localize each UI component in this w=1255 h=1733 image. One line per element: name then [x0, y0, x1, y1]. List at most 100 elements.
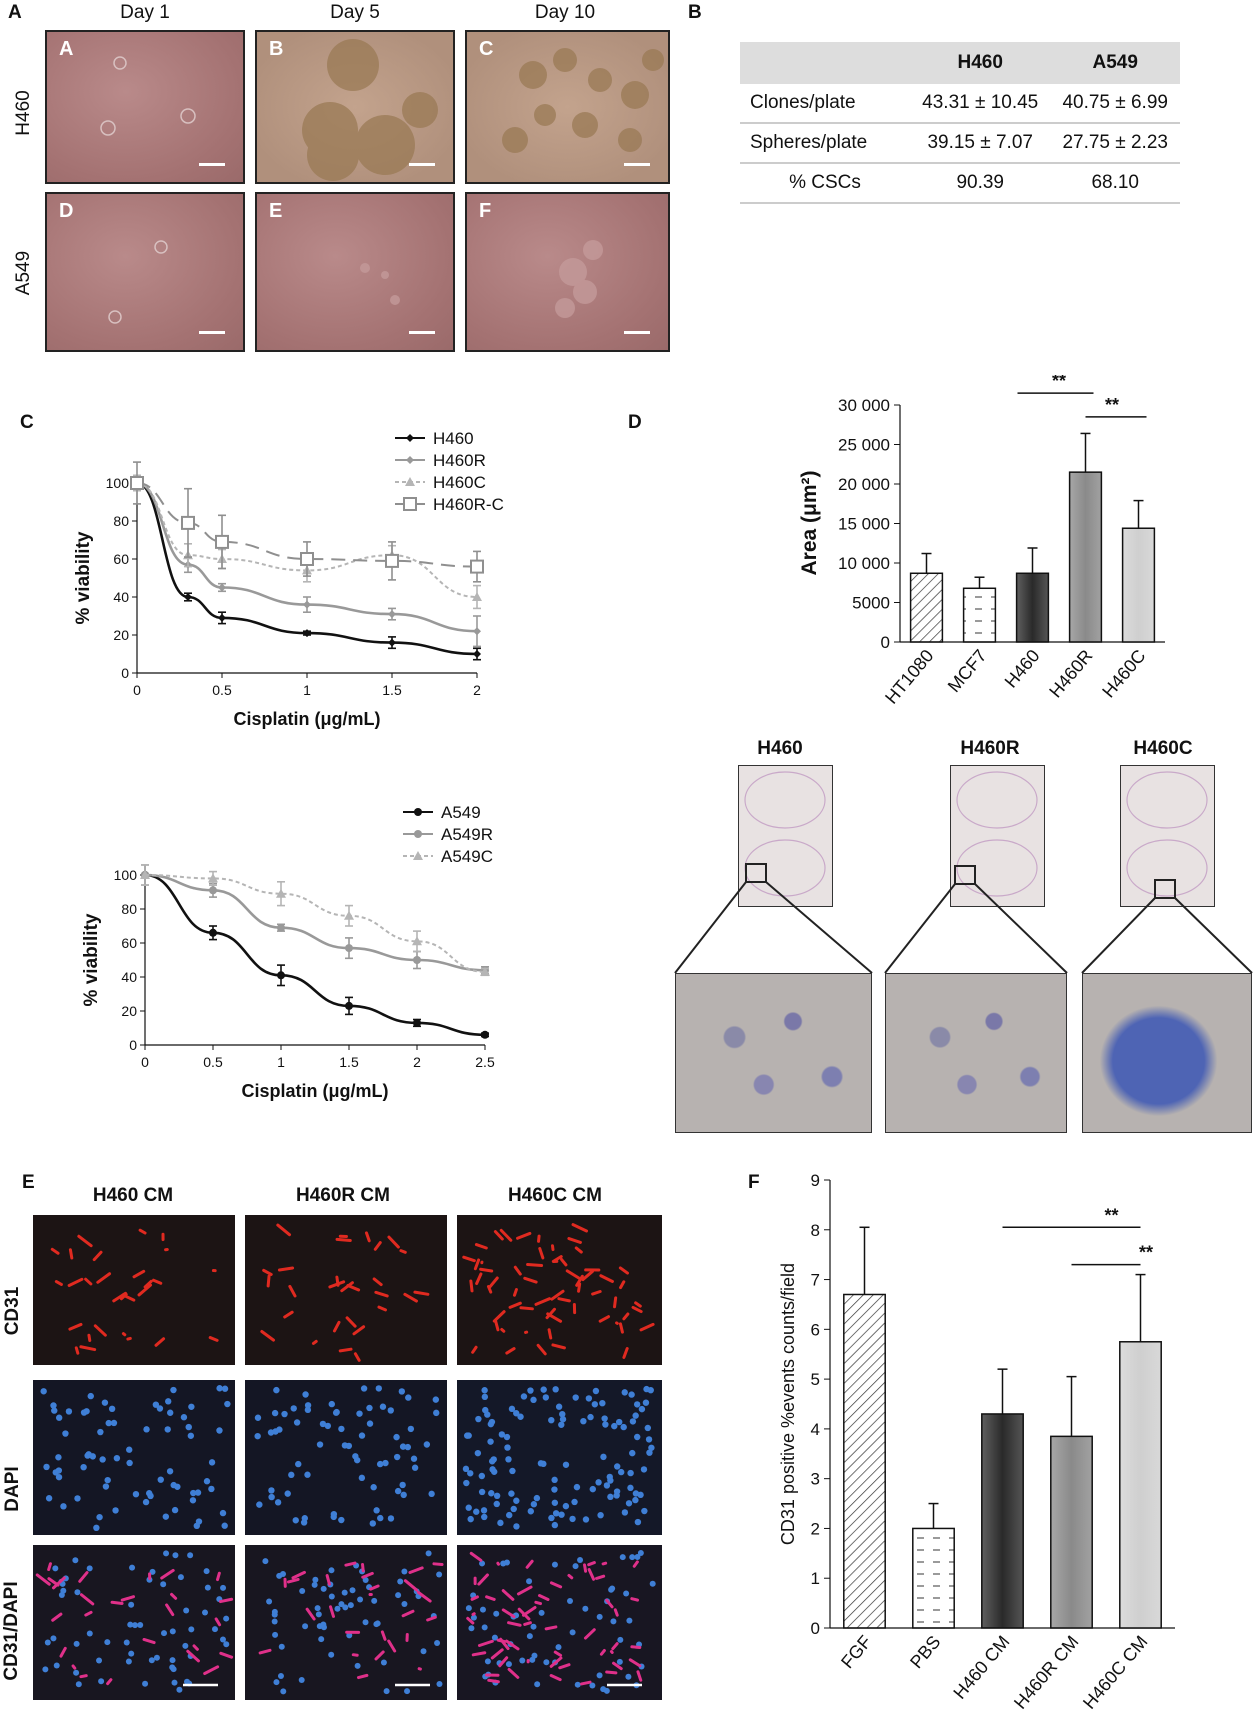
dapi-nucleus [405, 1394, 412, 1401]
cd31-vessel [374, 1290, 389, 1298]
cd31-vessel [550, 1289, 565, 1301]
dapi-nucleus [537, 1460, 545, 1467]
micro-e: E [255, 192, 455, 352]
cd31-vessel [547, 1328, 553, 1340]
dapi-nucleus [505, 1456, 512, 1463]
cd31-vessel [54, 1280, 63, 1286]
dapi-nucleus [142, 1498, 150, 1506]
cd31-vessel [373, 1241, 382, 1251]
panel-label-e: E [22, 1172, 35, 1193]
dapi-nucleus [274, 1499, 282, 1506]
dapi-nucleus [45, 1495, 53, 1502]
dapi-nucleus [633, 1401, 641, 1408]
dapi-nucleus [338, 1425, 345, 1433]
merge-vessel [587, 1568, 596, 1581]
dapi-nucleus [481, 1387, 488, 1394]
merge-vessel [498, 1656, 509, 1668]
y-axis-label: % viability [81, 913, 102, 1006]
data-point-a549r [209, 886, 217, 895]
series-line-h460c [136, 482, 478, 598]
merge-nucleus [338, 1601, 345, 1608]
dapi-nucleus [510, 1505, 517, 1513]
merge-vessel [142, 1637, 156, 1645]
dapi-nucleus [208, 1459, 216, 1466]
table-cell-label: % CSCs [789, 172, 861, 193]
dapi-nucleus [632, 1412, 639, 1419]
dapi-nucleus [493, 1500, 500, 1508]
merge-nucleus [468, 1625, 475, 1632]
data-point-h460r-c [300, 552, 314, 566]
dapi-nucleus [607, 1493, 614, 1501]
merge-nucleus [169, 1664, 176, 1671]
dapi-nucleus [292, 1517, 299, 1524]
dapi-nucleus [195, 1518, 203, 1525]
y-axis-label: CD31 positive %events counts/field [778, 1263, 798, 1545]
micro-tag: D [59, 200, 74, 222]
merge-nucleus [169, 1657, 176, 1664]
dapi-nucleus [527, 1508, 535, 1515]
dapi-nucleus [503, 1433, 511, 1441]
dapi-nucleus [358, 1432, 366, 1439]
dapi-nucleus [165, 1398, 172, 1405]
merge-vessel [611, 1642, 619, 1651]
dapi-nucleus [219, 1509, 227, 1517]
dapi-nucleus [400, 1491, 407, 1499]
merge-nucleus [625, 1673, 632, 1680]
merge-nucleus [425, 1550, 432, 1557]
table-cell-label: Clones/plate [750, 92, 856, 113]
merge-nucleus [149, 1568, 156, 1575]
dapi-nucleus [99, 1456, 106, 1463]
dapi-nucleus [555, 1403, 563, 1410]
merge-vessel [587, 1561, 596, 1567]
merge-nucleus [161, 1630, 168, 1637]
merge-vessel [584, 1628, 596, 1640]
d-title-h460r: H460R [960, 738, 1020, 759]
merge-nucleus [465, 1605, 472, 1612]
dapi-nucleus [487, 1438, 494, 1445]
data-point-a549r [345, 944, 353, 953]
merge-nucleus [86, 1565, 93, 1572]
cd31-vessel [277, 1266, 295, 1272]
cd31-vessel [208, 1336, 219, 1342]
dapi-nucleus [221, 1522, 228, 1529]
merge-nucleus [280, 1688, 287, 1695]
dapi-nucleus [571, 1498, 578, 1506]
merge-nucleus [187, 1552, 194, 1559]
merge-nucleus [637, 1550, 644, 1557]
dapi-nucleus [102, 1483, 110, 1490]
merge-nucleus [128, 1601, 135, 1608]
dapi-nucleus [411, 1464, 419, 1471]
dapi-nucleus [373, 1507, 380, 1514]
cd31-vessel [260, 1330, 276, 1342]
merge-nucleus [616, 1658, 623, 1665]
cd31-vessel [591, 1290, 602, 1296]
merge-nucleus [481, 1624, 488, 1631]
cd31-vessel [493, 1318, 500, 1332]
merge-nucleus [183, 1607, 190, 1614]
cd31-vessel [545, 1307, 556, 1320]
merge-nucleus [127, 1621, 134, 1628]
dapi-nucleus [300, 1519, 308, 1526]
dapi-nucleus [488, 1418, 496, 1426]
data-point-a549c [140, 870, 150, 879]
dapi-nucleus [284, 1490, 291, 1497]
legend-marker [414, 830, 422, 838]
dapi-nucleus [83, 1408, 90, 1415]
table-row: % CSCs 90.39 68.10 [740, 163, 1180, 203]
bar-pbs [912, 1527, 955, 1629]
y-tick-label: 0 [881, 633, 890, 652]
dapi-nucleus [356, 1410, 363, 1417]
merge-nucleus [479, 1560, 486, 1567]
y-axis-label: % viability [73, 531, 94, 624]
y-tick-label: 4 [811, 1420, 820, 1439]
bar-mcf7 [962, 587, 997, 643]
cd31-vessel [469, 1279, 474, 1293]
merge-vessel [79, 1593, 95, 1606]
dapi-nucleus [87, 1392, 94, 1400]
dapi-nucleus [595, 1479, 602, 1486]
merge-vessel [325, 1574, 331, 1586]
dapi-nucleus [488, 1458, 496, 1465]
cd31-vessel [96, 1272, 112, 1284]
chart-c2-cisplatin-a549: 0 20 40 60 80 100 0 0.5 1 1.5 2 2.5 Cisplatin (μg/mL… [81, 803, 495, 1101]
fluor-cd31-h460 [33, 1215, 235, 1365]
